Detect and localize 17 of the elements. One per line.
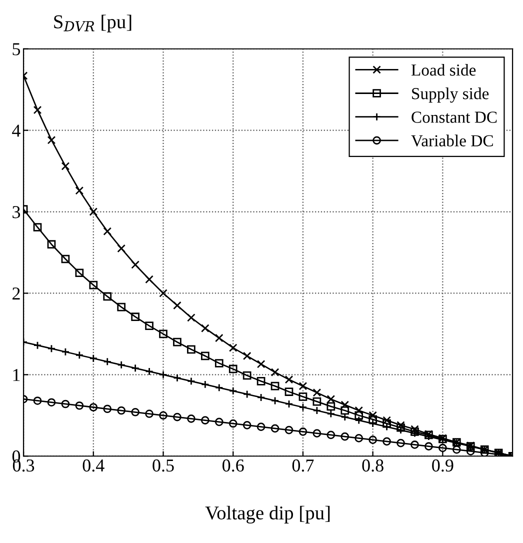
x-tick-label: 0.9 xyxy=(432,459,454,472)
y-tick-label: 5 xyxy=(12,43,20,56)
y-axis-title: S$_{DVR}$ [pu] xyxy=(54,14,132,32)
y-tick-label: 4 xyxy=(12,124,20,137)
y-tick-label: 3 xyxy=(12,206,20,218)
legend-label: Load side xyxy=(411,64,476,76)
x-tick-label: 0.5 xyxy=(152,459,174,472)
legend-label: Supply side xyxy=(412,88,489,103)
legend-label: Constant DC xyxy=(412,112,497,123)
x-tick-label: 0.4 xyxy=(82,459,104,472)
x-tick-label: 0.6 xyxy=(222,459,244,472)
legend-label: Variable DC xyxy=(411,134,493,146)
y-tick-label: 2 xyxy=(12,288,20,300)
y-tick-label: 1 xyxy=(13,369,20,381)
x-tick-label: 0.8 xyxy=(362,459,384,472)
x-tick-label: 0.7 xyxy=(292,459,314,472)
x-axis-title: Voltage dip [pu] xyxy=(205,506,330,524)
